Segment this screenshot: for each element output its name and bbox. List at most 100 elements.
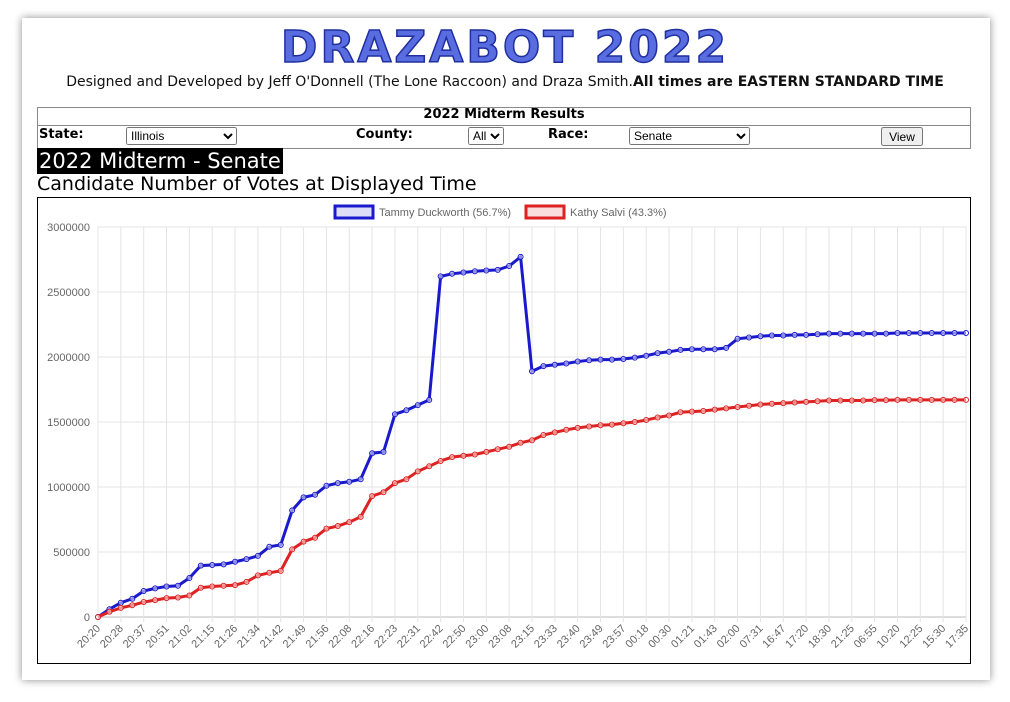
x-tick-label: 17:35	[943, 623, 970, 651]
credits-text: Designed and Developed by Jeff O'Donnell…	[66, 74, 633, 90]
county-select[interactable]: All	[468, 127, 504, 145]
point	[232, 558, 239, 565]
point	[197, 584, 204, 591]
timezone-note: All times are EASTERN STANDARD TIME	[632, 74, 944, 90]
x-tick-label: 22:31	[395, 623, 423, 651]
chart-box: 0 500000 1000000 1500000 2000000 2500000 30000…	[37, 197, 971, 664]
x-tick-label: 21:02	[167, 623, 195, 651]
x-tick-label: 20:20	[75, 623, 103, 651]
point	[540, 432, 547, 438]
point	[529, 368, 535, 375]
point	[837, 397, 844, 404]
point	[746, 402, 752, 409]
y-tick-label: 2000000	[47, 352, 90, 364]
y-tick-label: 1000000	[47, 482, 90, 494]
point	[209, 562, 216, 568]
point	[620, 420, 627, 427]
point	[700, 407, 707, 414]
point	[289, 507, 296, 514]
legend-label: Tammy Duckworth (56.7%)	[379, 207, 511, 219]
point	[403, 476, 410, 483]
point	[768, 332, 775, 339]
point	[346, 478, 353, 485]
point	[426, 396, 433, 403]
x-tick-label: 17:20	[783, 623, 811, 651]
point	[734, 335, 741, 342]
point	[928, 329, 935, 336]
point	[677, 409, 684, 416]
point	[163, 595, 170, 602]
x-tick-label: 12:25	[897, 623, 925, 651]
point	[152, 585, 159, 592]
legend-label: Kathy Salvi (43.3%)	[570, 207, 667, 219]
point	[688, 346, 695, 353]
x-tick-label: 22:16	[349, 623, 377, 651]
point	[129, 602, 136, 609]
point	[666, 348, 673, 355]
point	[163, 583, 170, 590]
point	[391, 480, 398, 487]
point	[791, 331, 798, 338]
point	[643, 352, 650, 359]
y-tick-label: 3000000	[47, 222, 90, 234]
x-tick-label: 22:50	[441, 623, 469, 651]
point	[494, 446, 501, 453]
point	[426, 463, 433, 470]
x-tick-label: 23:15	[509, 623, 537, 651]
point	[848, 330, 855, 337]
point	[414, 402, 421, 409]
point	[871, 397, 878, 404]
point	[574, 358, 581, 365]
point	[963, 329, 969, 336]
point	[369, 450, 376, 457]
subheading: Candidate Number of Votes at Displayed T…	[37, 173, 477, 195]
point	[174, 582, 181, 589]
credits: Designed and Developed by Jeff O'Donnell…	[0, 74, 1010, 90]
point	[700, 346, 707, 353]
x-tick-label: 15:30	[920, 623, 948, 651]
x-tick-label: 07:31	[738, 623, 766, 651]
point	[894, 329, 901, 336]
x-tick-label: 21:56	[304, 623, 332, 651]
point	[780, 400, 787, 407]
point	[471, 268, 478, 275]
x-tick-label: 06:55	[852, 623, 880, 651]
point	[871, 330, 878, 337]
point	[266, 543, 273, 550]
point	[780, 332, 787, 339]
point	[300, 494, 307, 501]
x-tick-label: 00:18	[623, 623, 651, 651]
point	[563, 426, 570, 433]
point	[346, 519, 353, 526]
county-label: County:	[356, 127, 413, 142]
point	[243, 556, 250, 563]
x-tick-label: 20:37	[121, 623, 149, 651]
point	[380, 489, 387, 496]
point	[757, 401, 764, 408]
chart: 0 500000 1000000 1500000 2000000 2500000 30000…	[47, 204, 971, 651]
point	[152, 597, 159, 604]
x-tick-label: 22:08	[326, 623, 354, 651]
point	[506, 443, 513, 450]
point	[334, 480, 341, 487]
point	[608, 356, 615, 363]
point	[837, 330, 844, 337]
point	[917, 329, 924, 336]
point	[586, 423, 593, 430]
point	[723, 344, 730, 351]
point	[460, 269, 467, 276]
point	[209, 583, 216, 590]
state-select[interactable]: Illinois	[126, 127, 237, 145]
x-tick-label: 23:49	[578, 623, 606, 651]
point	[905, 329, 912, 336]
race-select[interactable]: Senate	[629, 127, 750, 145]
point	[551, 361, 558, 368]
view-button[interactable]: View	[881, 127, 923, 146]
x-tick-label: 02:00	[715, 623, 743, 651]
point	[529, 437, 535, 444]
point	[734, 404, 741, 411]
x-tick-label: 23:40	[555, 623, 583, 651]
point	[334, 523, 341, 529]
point	[186, 592, 193, 599]
race-label: Race:	[548, 127, 589, 142]
